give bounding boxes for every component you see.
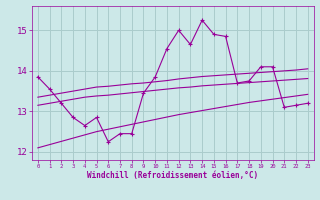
- X-axis label: Windchill (Refroidissement éolien,°C): Windchill (Refroidissement éolien,°C): [87, 171, 258, 180]
